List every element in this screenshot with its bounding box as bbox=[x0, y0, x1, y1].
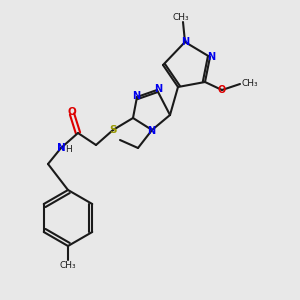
Text: N: N bbox=[57, 143, 65, 153]
Text: CH₃: CH₃ bbox=[173, 13, 189, 22]
Text: N: N bbox=[132, 91, 140, 101]
Text: S: S bbox=[109, 125, 117, 135]
Text: N: N bbox=[207, 52, 215, 62]
Text: N: N bbox=[147, 126, 155, 136]
Text: CH₃: CH₃ bbox=[60, 260, 76, 269]
Text: CH₃: CH₃ bbox=[242, 79, 258, 88]
Text: N: N bbox=[181, 37, 189, 47]
Text: H: H bbox=[66, 146, 72, 154]
Text: O: O bbox=[218, 85, 226, 95]
Text: N: N bbox=[154, 84, 162, 94]
Text: O: O bbox=[68, 107, 76, 117]
